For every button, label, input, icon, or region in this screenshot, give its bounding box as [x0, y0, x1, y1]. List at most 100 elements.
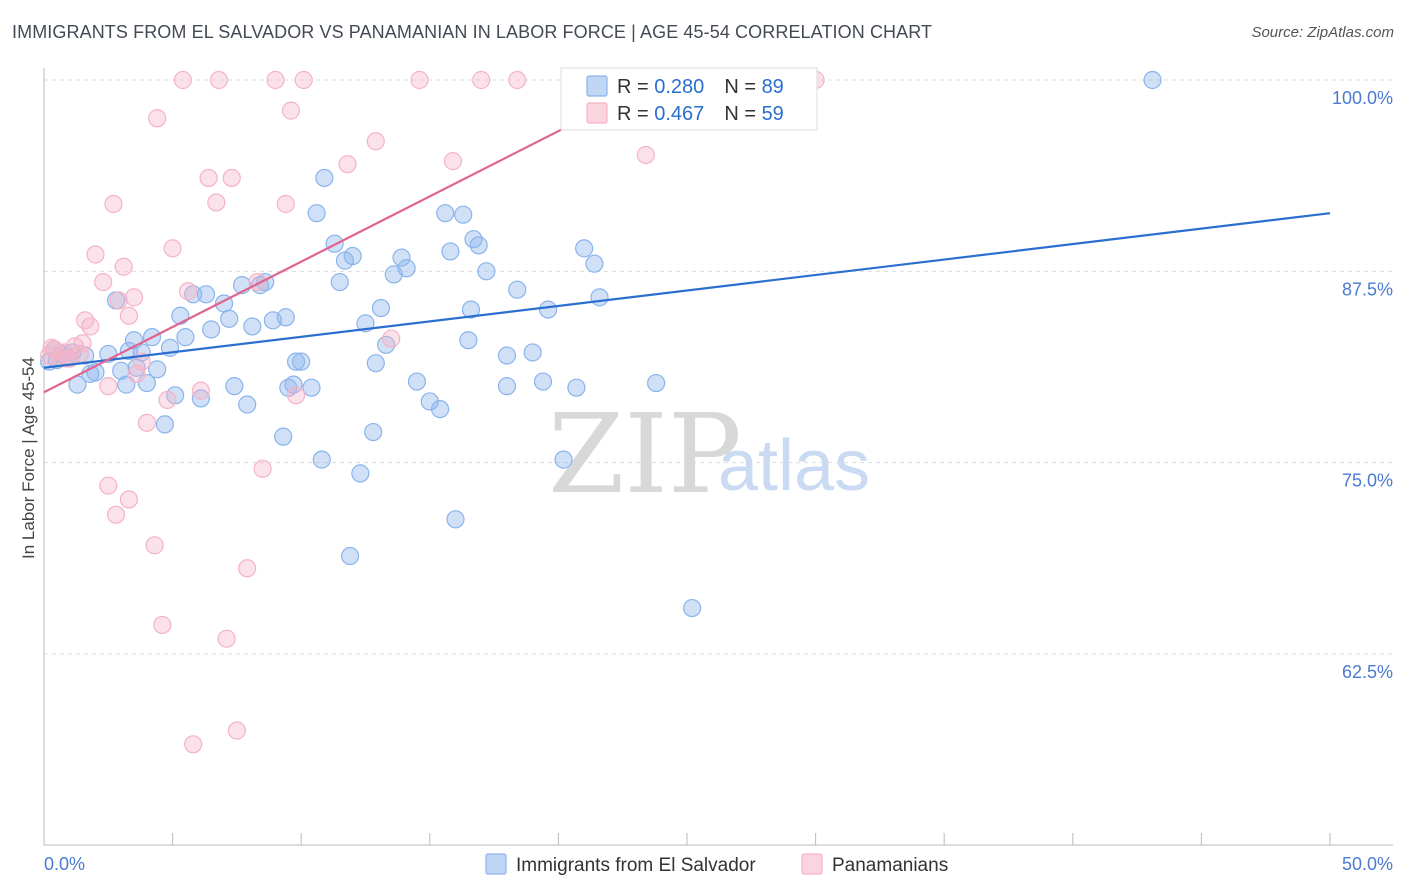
point-el-salvador-80: [585, 254, 604, 273]
point-el-salvador-85: [683, 598, 702, 618]
y-tick-label-3: 100.0%: [1332, 88, 1393, 108]
point-panamanian-25: [173, 70, 192, 90]
x-tick-label-max: 50.0%: [1342, 854, 1393, 874]
point-el-salvador-73: [508, 280, 527, 299]
point-panamanian-20: [145, 536, 164, 555]
point-el-salvador-74: [523, 343, 542, 362]
point-panamanian-55: [119, 490, 138, 509]
point-el-salvador-21: [155, 415, 174, 434]
point-el-salvador-41: [279, 378, 298, 397]
scatter-points: [40, 70, 1162, 754]
point-el-salvador-65: [441, 242, 460, 261]
chart-title: IMMIGRANTS FROM EL SALVADOR VS PANAMANIA…: [12, 22, 933, 42]
point-panamanian-56: [73, 334, 92, 353]
legend-stat-el-salvador: R = 0.280 N = 89: [617, 76, 784, 98]
point-panamanian-13: [109, 291, 128, 310]
point-el-salvador-52: [343, 246, 362, 266]
point-el-salvador-82: [459, 331, 478, 350]
bottom-legend: Immigrants from El Salvador Panamanians: [485, 853, 948, 876]
point-el-salvador-27: [191, 389, 210, 408]
point-panamanian-19: [137, 413, 156, 432]
point-el-salvador-31: [220, 309, 239, 328]
point-el-salvador-47: [312, 450, 331, 469]
point-el-salvador-25: [176, 328, 195, 347]
point-el-salvador-39: [274, 427, 293, 446]
point-el-salvador-71: [477, 262, 496, 281]
point-panamanian-32: [217, 629, 236, 648]
point-panamanian-12: [104, 194, 123, 214]
point-panamanian-8: [81, 317, 100, 336]
point-el-salvador-88: [364, 422, 383, 442]
point-el-salvador-72: [497, 346, 517, 365]
point-panamanian-42: [294, 70, 313, 90]
y-axis-label: In Labor Force | Age 45-54: [19, 357, 38, 559]
bottom-legend-swatch-panamanians: [801, 853, 823, 875]
point-panamanian-9: [86, 245, 105, 264]
point-panamanian-38: [266, 70, 285, 90]
legend-swatch-panamanians: [586, 102, 608, 124]
watermark-zip: ZIP: [548, 390, 742, 518]
point-el-salvador-55: [366, 354, 385, 373]
point-el-salvador-48: [315, 168, 334, 188]
point-el-salvador-32: [225, 377, 244, 396]
point-panamanian-41: [286, 386, 306, 405]
point-el-salvador-67: [454, 205, 473, 224]
point-panamanian-54: [106, 505, 126, 524]
stats-legend: R = 0.280 N = 89 R = 0.467 N = 59: [560, 67, 818, 131]
point-el-salvador-44: [292, 352, 311, 371]
point-panamanian-30: [207, 193, 226, 212]
point-panamanian-21: [148, 109, 167, 128]
point-panamanian-45: [382, 329, 401, 348]
point-panamanian-43: [338, 155, 357, 174]
point-el-salvador-64: [436, 204, 455, 223]
point-panamanian-58: [42, 338, 61, 357]
point-el-salvador-18: [137, 373, 156, 393]
point-el-salvador-46: [307, 204, 326, 223]
watermark-atlas: atlas: [718, 426, 870, 506]
point-el-salvador-84: [647, 373, 666, 393]
point-el-salvador-29: [202, 320, 221, 339]
point-el-salvador-61: [407, 372, 427, 391]
point-el-salvador-78: [567, 378, 586, 397]
trend-line-el-salvador: [43, 212, 1331, 369]
point-panamanian-29: [199, 168, 218, 188]
point-el-salvador-83: [497, 377, 517, 396]
y-tick-labels: 62.5% 75.0% 87.5% 100.0%: [1332, 88, 1393, 682]
point-panamanian-50: [636, 145, 655, 165]
bottom-legend-label-el-salvador: Immigrants from El Salvador: [516, 855, 756, 876]
point-panamanian-24: [163, 239, 182, 258]
point-panamanian-15: [119, 306, 138, 325]
point-panamanian-16: [124, 288, 144, 307]
point-el-salvador-66: [446, 510, 465, 529]
point-panamanian-28: [191, 381, 210, 400]
point-el-salvador-59: [392, 248, 411, 267]
point-panamanian-48: [472, 70, 491, 90]
point-panamanian-14: [114, 257, 133, 276]
bottom-legend-label-panamanians: Panamanians: [832, 855, 948, 876]
point-el-salvador-26: [184, 285, 203, 304]
point-el-salvador-60: [397, 259, 416, 278]
point-el-salvador-43: [286, 352, 306, 371]
point-panamanian-37: [253, 459, 272, 478]
point-panamanian-22: [153, 615, 172, 635]
point-panamanian-26: [178, 282, 198, 301]
legend-swatch-el-salvador: [586, 75, 608, 97]
y-tick-label-2: 87.5%: [1342, 279, 1393, 299]
point-panamanian-31: [209, 70, 228, 90]
point-el-salvador-63: [430, 399, 450, 419]
point-el-salvador-76: [539, 300, 558, 319]
point-el-salvador-12: [112, 361, 131, 380]
point-el-salvador-34: [238, 395, 257, 414]
point-panamanian-44: [366, 132, 385, 151]
point-panamanian-11: [99, 377, 118, 396]
point-el-salvador-28: [196, 285, 216, 304]
y-tick-label-0: 62.5%: [1342, 662, 1393, 682]
y-tick-label-1: 75.0%: [1342, 471, 1393, 491]
point-panamanian-47: [443, 152, 463, 171]
point-el-salvador-87: [340, 546, 360, 566]
point-el-salvador-40: [276, 308, 295, 327]
point-panamanian-34: [227, 721, 246, 740]
point-el-salvador-35: [243, 317, 262, 336]
point-panamanian-27: [184, 735, 203, 754]
